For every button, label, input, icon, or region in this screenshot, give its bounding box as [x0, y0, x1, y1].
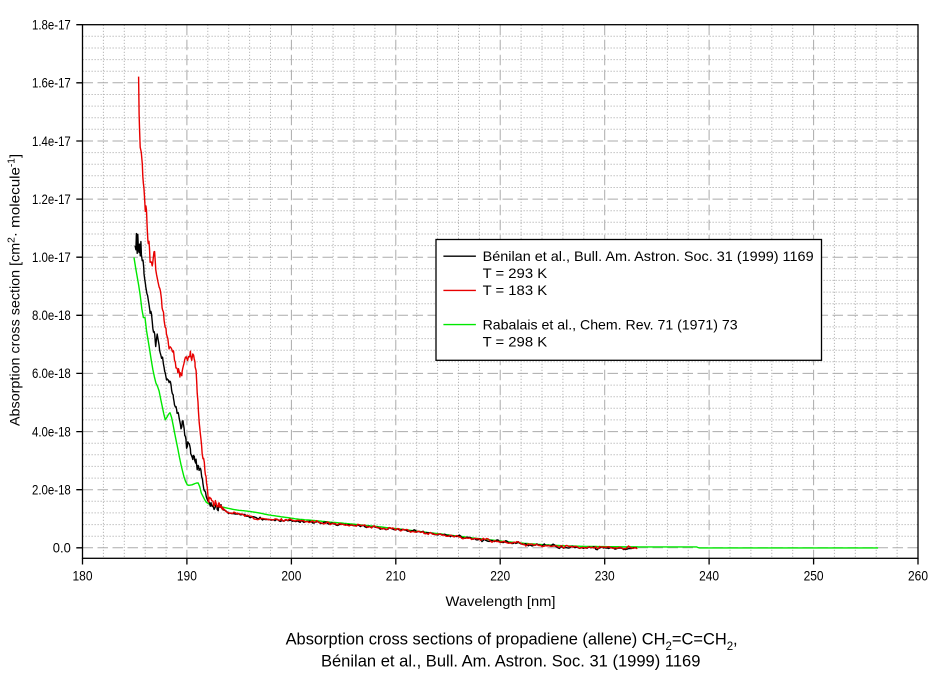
svg-text:Absorption cross sections of p: Absorption cross sections of propadiene …	[286, 630, 666, 648]
svg-text:-1: -1	[7, 158, 18, 168]
svg-text:Bénilan et al., Bull. Am. Astr: Bénilan et al., Bull. Am. Astron. Soc. 3…	[483, 248, 814, 264]
svg-text:200: 200	[281, 567, 301, 583]
svg-text:Bénilan et al., Bull. Am. Astr: Bénilan et al., Bull. Am. Astron. Soc. 3…	[321, 652, 701, 671]
svg-text:190: 190	[177, 567, 197, 583]
svg-text:250: 250	[804, 567, 824, 583]
svg-text:]: ]	[7, 154, 23, 158]
svg-text:1.2e-17: 1.2e-17	[32, 191, 71, 207]
svg-text:1.0e-17: 1.0e-17	[32, 249, 71, 265]
svg-text:T = 293 K: T = 293 K	[483, 265, 548, 281]
svg-text:Rabalais et al., Chem. Rev. 71: Rabalais et al., Chem. Rev. 71 (1971) 73	[483, 316, 738, 332]
svg-text:220: 220	[490, 567, 510, 583]
svg-text:1.8e-17: 1.8e-17	[32, 17, 71, 33]
svg-text:0.0: 0.0	[53, 540, 71, 556]
svg-text:· molecule: · molecule	[7, 167, 23, 237]
svg-text:260: 260	[908, 567, 928, 583]
svg-text:2: 2	[727, 641, 733, 653]
svg-text:1.4e-17: 1.4e-17	[32, 133, 71, 149]
svg-text:6.0e-18: 6.0e-18	[32, 365, 71, 381]
svg-text:Wavelength [nm]: Wavelength [nm]	[446, 593, 556, 609]
svg-text:=C=CH: =C=CH	[672, 630, 727, 648]
svg-text:180: 180	[73, 567, 93, 583]
svg-text:,: ,	[733, 630, 738, 648]
svg-text:Absorption cross section [cm: Absorption cross section [cm	[7, 243, 23, 426]
svg-text:2: 2	[7, 237, 18, 243]
svg-text:T = 183 K: T = 183 K	[483, 282, 548, 298]
svg-text:230: 230	[595, 567, 615, 583]
svg-text:8.0e-18: 8.0e-18	[32, 307, 71, 323]
svg-text:T = 298 K: T = 298 K	[483, 334, 548, 350]
svg-text:210: 210	[386, 567, 406, 583]
svg-text:4.0e-18: 4.0e-18	[32, 423, 71, 439]
svg-text:1.6e-17: 1.6e-17	[32, 75, 71, 91]
svg-text:2.0e-18: 2.0e-18	[32, 482, 71, 498]
svg-text:2: 2	[666, 641, 672, 653]
svg-text:240: 240	[699, 567, 719, 583]
